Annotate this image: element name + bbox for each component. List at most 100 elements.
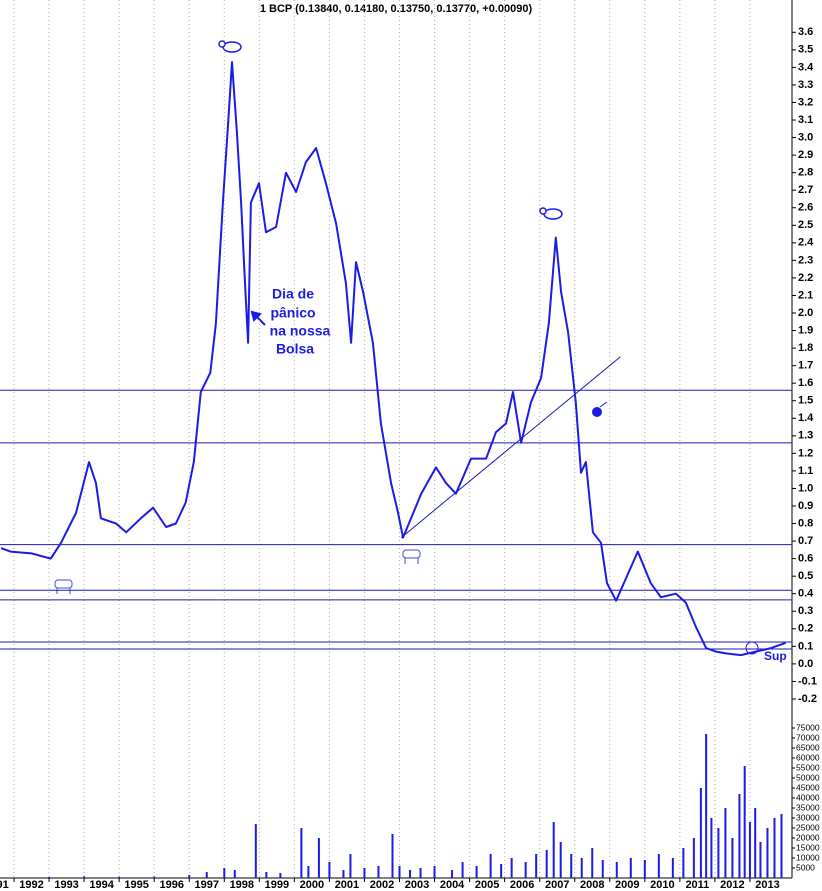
volume-bar [552, 822, 555, 878]
y-tick-label: 3.0 [798, 131, 813, 143]
y-tick-label: 2.7 [798, 184, 813, 196]
y-tick-label: 0.0 [798, 658, 813, 670]
volume-bar [780, 814, 783, 878]
y-tick-label: 3.4 [798, 61, 814, 73]
y-tick-label: 1.4 [798, 412, 814, 424]
volume-tick-label: 65000 [796, 742, 820, 752]
x-tick-label: 2010 [650, 879, 674, 891]
y-tick-label: 0.6 [798, 553, 813, 565]
x-tick-label: 1998 [230, 879, 254, 891]
x-tick-label: 1997 [195, 879, 219, 891]
volume-tick-label: 30000 [796, 812, 820, 822]
y-tick-label: 0.2 [798, 623, 813, 635]
volume-bar [391, 834, 394, 878]
bull-icon [402, 549, 421, 564]
volume-bar [188, 875, 191, 878]
y-tick-label: -0.1 [798, 675, 817, 687]
volume-tick-label: 50000 [796, 772, 820, 782]
y-tick-label: 0.7 [798, 535, 813, 547]
trendline [400, 356, 621, 538]
y-tick-label: 0.8 [798, 517, 813, 529]
volume-bar [475, 866, 478, 878]
volume-tick-label: 25000 [796, 822, 820, 832]
y-tick-label: 1.9 [798, 324, 813, 336]
volume-bar [629, 858, 632, 878]
volume-bar [705, 734, 708, 878]
bear-icon [539, 207, 563, 220]
volume-bar [48, 877, 51, 878]
volume-bar [682, 848, 685, 878]
y-tick-label: 0.3 [798, 605, 813, 617]
volume-tick-label: 75000 [796, 722, 820, 732]
x-tick-label: 1994 [89, 879, 114, 891]
x-tick-label: 2009 [615, 879, 639, 891]
x-tick-label: 2008 [580, 879, 604, 891]
volume-bar [545, 850, 548, 878]
y-tick-label: 0.5 [798, 570, 813, 582]
x-tick-label: 2003 [405, 879, 429, 891]
volume-bar [580, 858, 583, 878]
y-tick-label: 0.9 [798, 500, 813, 512]
volume-bar [601, 860, 604, 878]
annotation-text: pânico [270, 305, 315, 321]
y-tick-label: 2.3 [798, 254, 813, 266]
volume-bar [699, 788, 702, 878]
annotation-text: na nossa [270, 323, 331, 339]
y-tick-label: 3.1 [798, 114, 813, 126]
volume-bar [265, 872, 268, 878]
volume-bar [657, 854, 660, 878]
volume-bar [118, 876, 121, 878]
x-tick-label: 2012 [720, 879, 744, 891]
x-tick-label: 2013 [755, 879, 779, 891]
y-tick-label: 0.4 [798, 588, 814, 600]
volume-bar [692, 838, 695, 878]
x-tick-label: 2005 [475, 879, 499, 891]
volume-bar [433, 866, 436, 878]
volume-bar [710, 818, 713, 878]
volume-bar [591, 848, 594, 878]
price-line [0, 61, 787, 657]
volume-bar [451, 870, 454, 878]
volume-bar [461, 862, 464, 878]
volume-bar [419, 868, 422, 878]
annotation-text: Dia de [272, 286, 314, 302]
volume-bar [643, 860, 646, 878]
volume-bar [233, 870, 236, 878]
y-tick-label: 1.3 [798, 430, 813, 442]
y-tick-label: 2.4 [798, 237, 814, 249]
y-tick-label: 0.1 [798, 640, 813, 652]
volume-bar [671, 858, 674, 878]
x-tick-label: 1996 [159, 879, 183, 891]
volume-tick-label: 20000 [796, 832, 820, 842]
y-tick-label: 3.2 [798, 96, 813, 108]
volume-bar [615, 862, 618, 878]
y-tick-label: 2.9 [798, 149, 813, 161]
volume-tick-label: 40000 [796, 792, 820, 802]
volume-bar [773, 818, 776, 878]
x-tick-label: 2002 [370, 879, 394, 891]
x-tick-label: 1999 [265, 879, 289, 891]
volume-bar [205, 872, 208, 878]
volume-bar [717, 828, 720, 878]
x-tick-label: 2007 [545, 879, 569, 891]
support-label: Sup [764, 649, 787, 663]
y-tick-label: 2.5 [798, 219, 813, 231]
panic-arrow [250, 310, 266, 326]
x-tick-label: 1993 [54, 879, 78, 891]
volume-tick-label: 45000 [796, 782, 820, 792]
volume-bar [489, 854, 492, 878]
volume-bar [510, 858, 513, 878]
x-tick-label: 2000 [300, 879, 324, 891]
bull-icon [54, 579, 73, 594]
volume-tick-label: 35000 [796, 802, 820, 812]
y-tick-label: 1.2 [798, 447, 813, 459]
volume-tick-label: 55000 [796, 762, 820, 772]
chart-title: 1 BCP (0.13840, 0.14180, 0.13750, 0.1377… [260, 3, 533, 15]
y-tick-label: 1.1 [798, 465, 813, 477]
volume-bar [754, 808, 757, 878]
x-tick-label: 2001 [335, 879, 359, 891]
x-tick-label: 2004 [440, 879, 465, 891]
volume-bar [738, 794, 741, 878]
annotation-text: Bolsa [276, 341, 314, 357]
